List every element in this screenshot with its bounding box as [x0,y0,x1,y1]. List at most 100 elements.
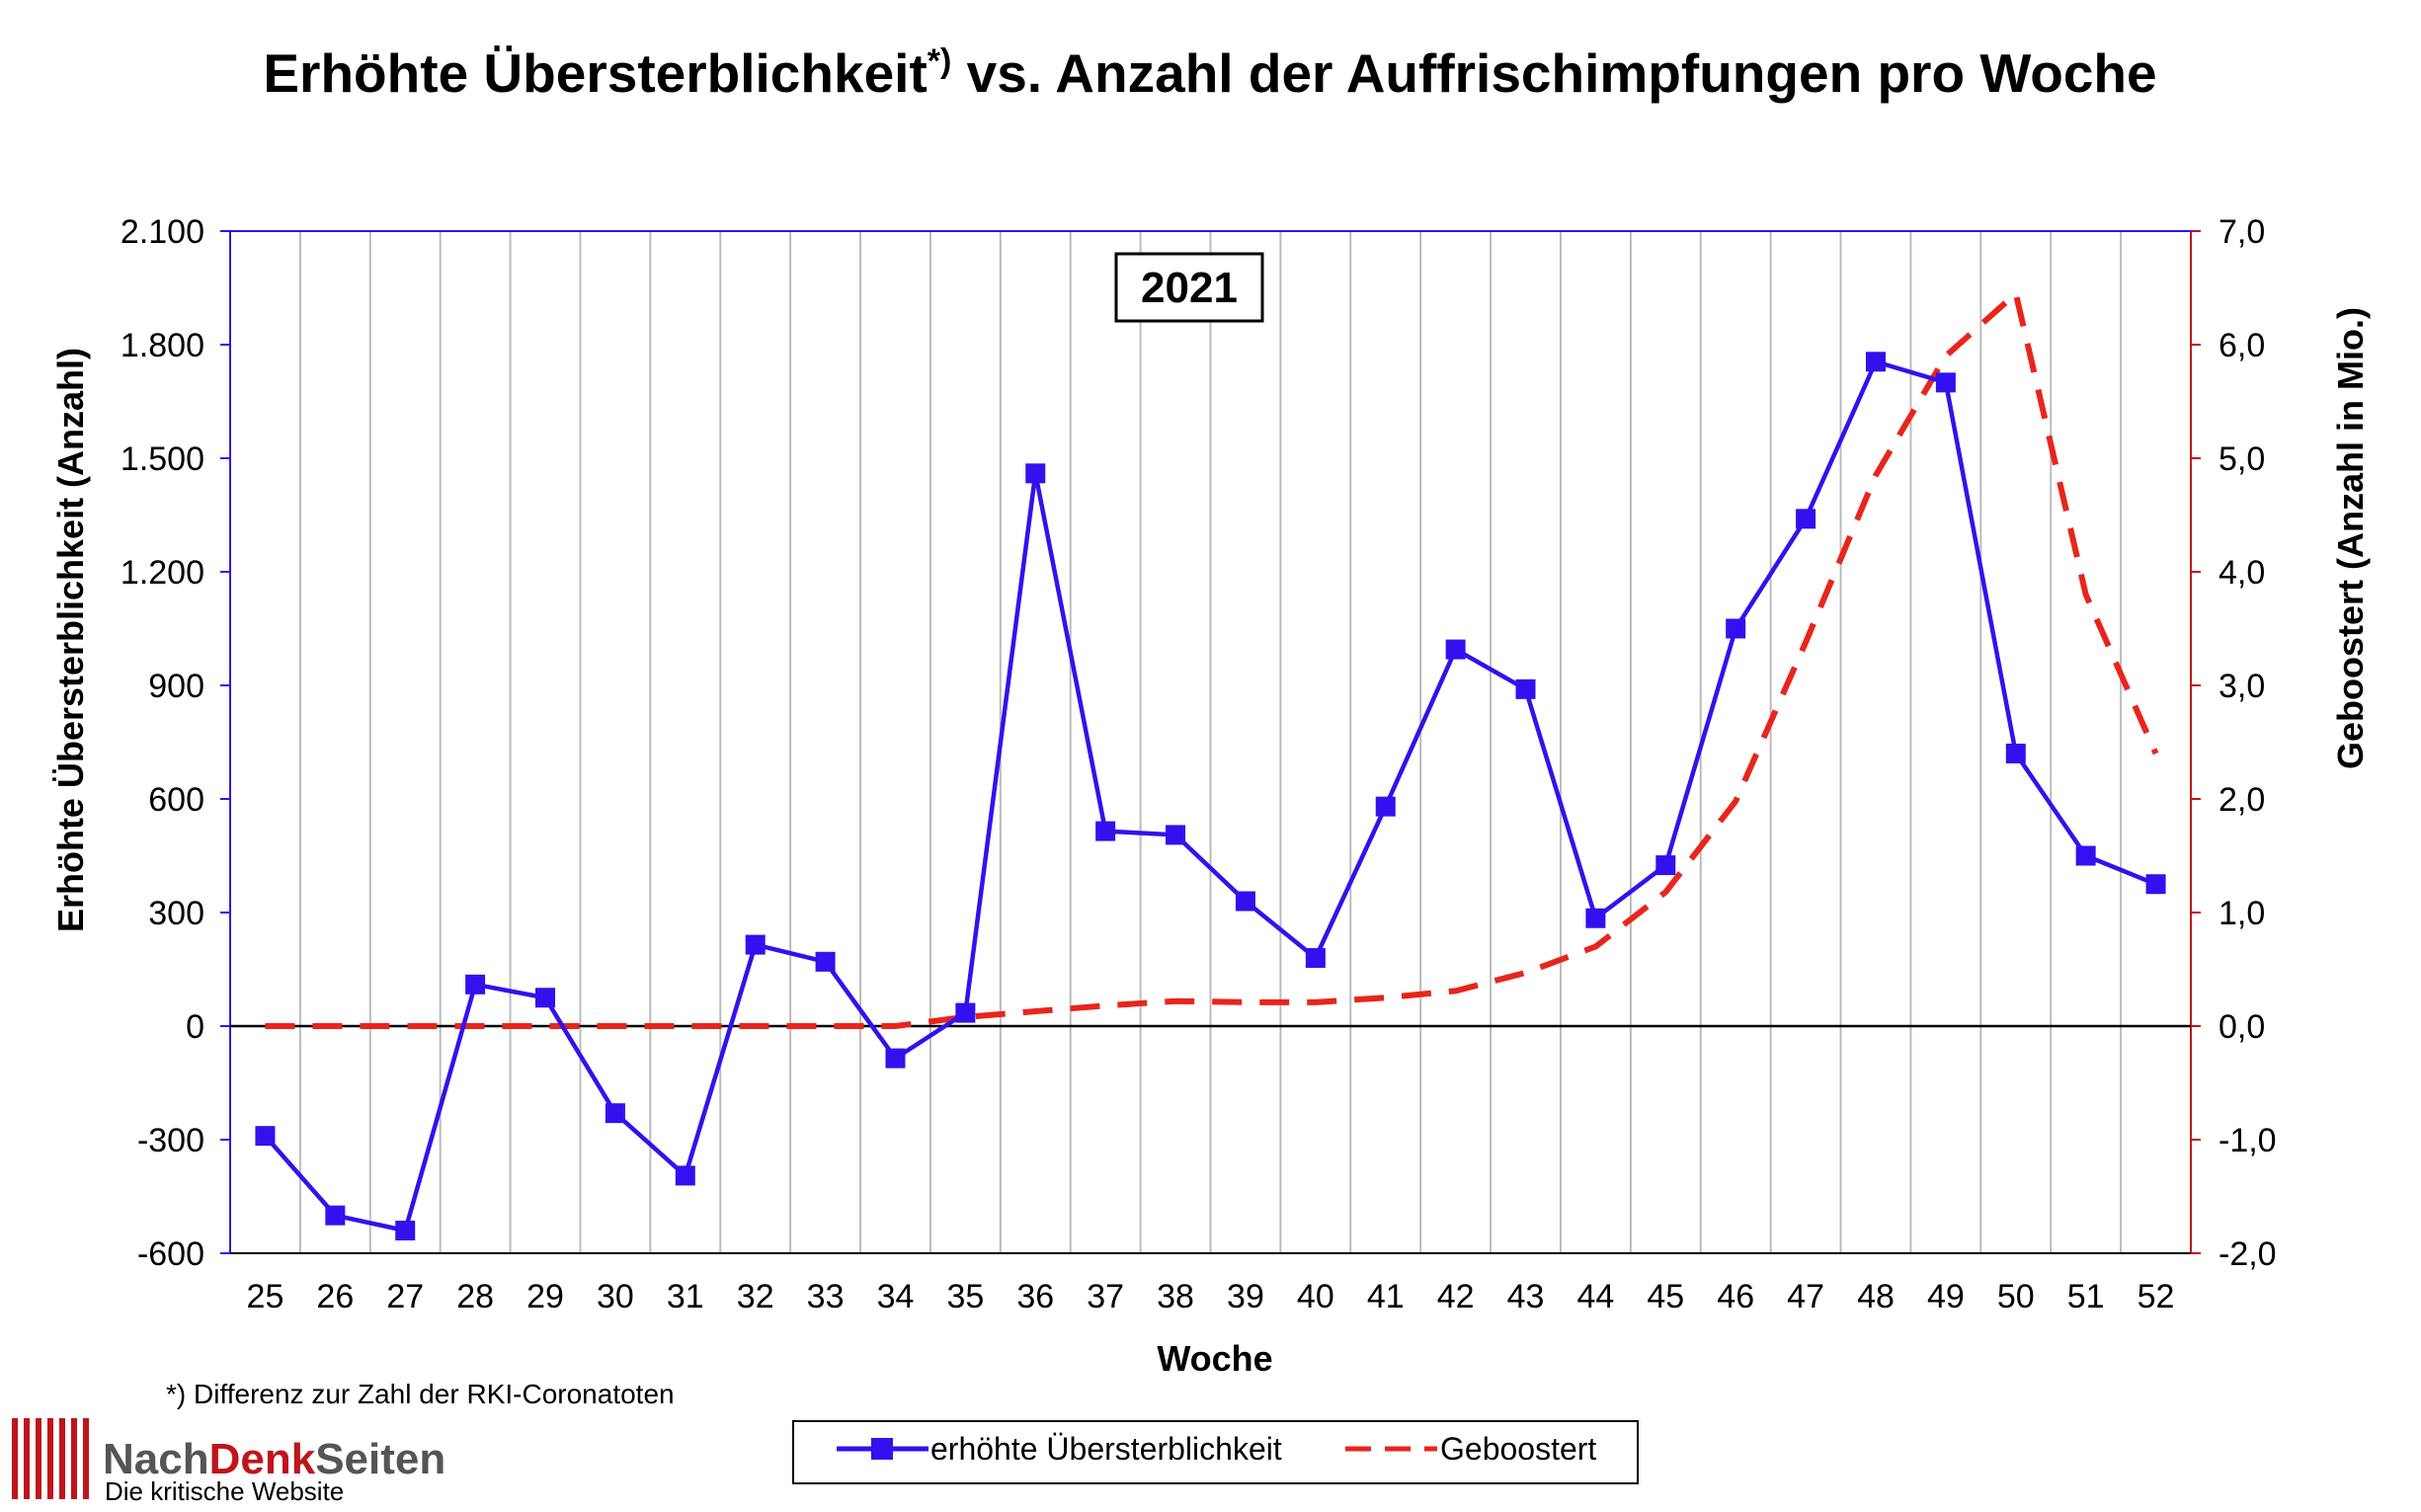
brand-name: NachDenkSeiten [103,1435,445,1483]
year-annotation-box [1114,252,1264,323]
data-point-excess [2005,744,2026,763]
y-tick-left-label: 300 [148,895,204,932]
data-point-excess [1796,509,1816,529]
legend-box [792,1420,1639,1484]
logo-bars-icon [12,1418,89,1499]
data-point-excess [1655,855,1676,876]
data-point-excess [1025,463,1046,484]
y-tick-left-label: 1.200 [121,554,204,592]
y-tick-right-label: 5,0 [2219,440,2265,478]
data-point-excess [1375,796,1396,817]
x-tick-label: 37 [1087,1278,1124,1315]
y-tick-right-label: -1,0 [2219,1122,2277,1159]
x-tick-label: 35 [946,1278,984,1315]
data-point-excess [1935,372,1956,393]
year-annotation: 2021 [1141,264,1238,312]
data-point-excess [955,1002,976,1023]
series-line-boostered [265,290,2159,1029]
y-tick-left-label: 2.100 [121,213,204,251]
data-point-excess [465,974,486,995]
x-tick-label: 39 [1227,1278,1264,1315]
data-point-excess [1445,639,1466,660]
series-line-excess [263,359,2157,1233]
data-point-excess [1515,678,1536,699]
x-tick-label: 33 [807,1278,845,1315]
x-tick-label: 31 [667,1278,704,1315]
data-point-excess [885,1048,906,1069]
data-point-excess [1095,821,1116,841]
y-tick-right-label: 3,0 [2219,668,2265,705]
x-tick-label: 49 [1927,1278,1965,1315]
y-tick-left-label: 1.800 [121,327,204,364]
x-tick-label: 50 [1997,1278,2035,1315]
legend-label-excess: erhöhte Übersterblichkeit [930,1431,1282,1467]
y-tick-right-label: -2,0 [2219,1235,2277,1273]
y-tick-right-label: 6,0 [2219,327,2265,364]
x-tick-label: 28 [456,1278,494,1315]
y-tick-right-label: 7,0 [2219,213,2265,251]
data-point-excess [395,1221,416,1240]
data-point-excess [2075,845,2096,866]
x-tick-label: 40 [1297,1278,1334,1315]
x-tick-label: 25 [247,1278,284,1315]
y-tick-left-label: 1.500 [121,440,204,478]
data-point-excess [255,1126,276,1147]
nachdenkseiten-logo: NachDenkSeiten Die kritische Website [12,1418,445,1506]
x-tick-label: 46 [1717,1278,1754,1315]
y-tick-right-label: 4,0 [2219,554,2265,592]
brand-tagline: Die kritische Website [105,1476,344,1506]
chart-title-rest: vs. Anzahl der Auffrischimpfungen pro Wo… [951,42,2156,104]
data-point-excess [2145,874,2166,895]
data-point-excess [1305,948,1326,968]
chart-title: Erhöhte Übersterblichkeit*) vs. Anzahl d… [263,42,2156,104]
x-tick-label: 47 [1787,1278,1824,1315]
y-tick-right-label: 0,0 [2219,1008,2265,1046]
data-point-excess [1235,891,1255,912]
x-tick-label: 38 [1157,1278,1194,1315]
x-tick-label: 42 [1437,1278,1475,1315]
y-tick-left-label: -300 [137,1122,204,1159]
x-tick-label: 43 [1507,1278,1545,1315]
data-point-excess [1865,352,1886,372]
data-point-excess [325,1205,346,1226]
x-tick-label: 30 [597,1278,634,1315]
footnote: *) Differenz zur Zahl der RKI-Coronatote… [166,1379,675,1409]
x-tick-label: 34 [877,1278,915,1315]
data-point-excess [1585,908,1606,928]
x-tick-label: 51 [2067,1278,2105,1315]
x-tick-label: 32 [737,1278,774,1315]
y-tick-left-label: 0 [186,1008,204,1046]
y-tick-left-label: 900 [148,668,204,705]
data-point-excess [1166,825,1186,845]
legend-marker-square-excess [871,1438,893,1460]
series-layer [255,290,2166,1240]
y-axis-left-title: Erhöhte Übersterblichkeit (Anzahl) [50,348,91,932]
y-tick-left-label: -600 [137,1235,204,1273]
y-tick-left-label: 600 [148,781,204,819]
x-tick-label: 48 [1857,1278,1895,1315]
y-tick-right-label: 1,0 [2219,895,2265,932]
chart-title-marker: *) [928,42,952,80]
y-tick-right-label: 2,0 [2219,781,2265,819]
x-tick-label: 45 [1647,1278,1684,1315]
data-point-excess [1726,618,1746,639]
data-point-excess [745,934,766,955]
data-point-excess [675,1165,695,1186]
data-point-excess [815,951,836,972]
tick-labels: -600 -300 0 300 600 900 1.200 1.500 1.800 2.100 -2… [121,213,2277,1315]
x-tick-label: 41 [1367,1278,1405,1315]
legend: erhöhte Übersterblichkeit Geboostert [792,1420,1639,1484]
x-tick-label: 52 [2138,1278,2175,1315]
legend-label-boostered: Geboostert [1440,1431,1596,1467]
x-tick-label: 29 [526,1278,564,1315]
x-tick-label: 27 [386,1278,424,1315]
grid-lines [298,231,2192,1253]
x-axis-title: Woche [1157,1338,1272,1379]
data-point-excess [535,988,556,1008]
x-tick-label: 26 [316,1278,354,1315]
x-tick-label: 36 [1016,1278,1054,1315]
chart-title-main: Erhöhte Übersterblichkeit [263,42,927,104]
x-tick-label: 44 [1576,1278,1614,1315]
y-axis-right-title: Geboostert (Anzahl in Mio.) [2330,307,2371,769]
